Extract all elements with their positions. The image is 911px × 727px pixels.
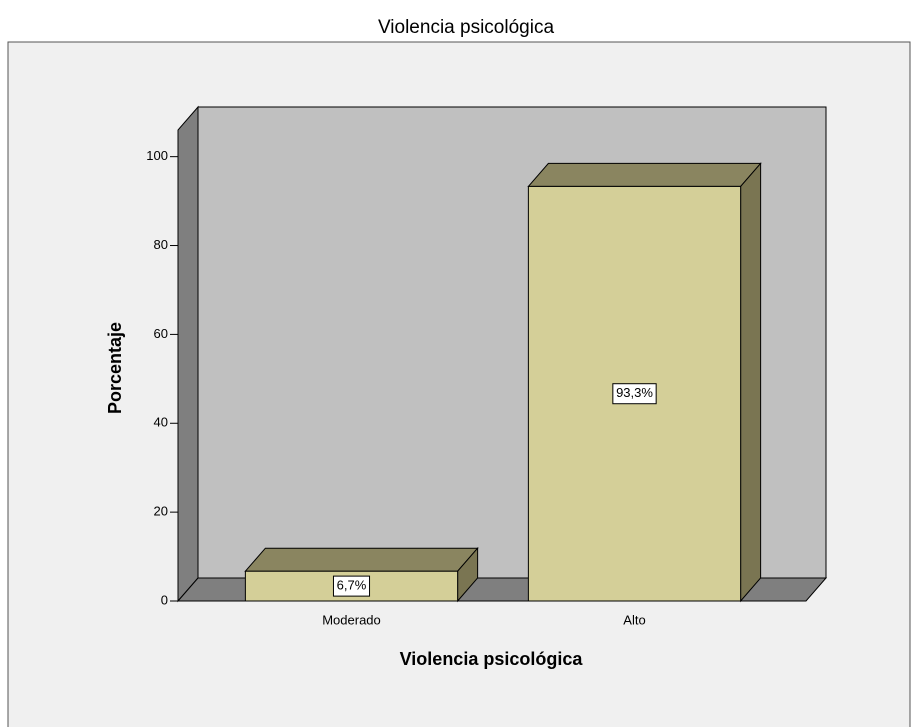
y-tick-label: 0 <box>161 592 168 607</box>
bar-side <box>740 162 762 603</box>
x-tick-label: Alto <box>623 612 645 627</box>
x-axis-title: Violencia psicológica <box>400 649 584 669</box>
y-tick-label: 100 <box>146 148 168 163</box>
y-tick-label: 20 <box>154 504 168 519</box>
y-tick-label: 80 <box>154 237 168 252</box>
y-tick-label: 60 <box>154 326 168 341</box>
x-tick-label: Moderado <box>322 612 381 627</box>
value-label-box <box>612 383 657 405</box>
chart-title: Violencia psicológica <box>378 17 554 38</box>
bar-top <box>244 547 479 572</box>
bar-top <box>527 162 762 187</box>
y-tick-label: 40 <box>154 415 168 430</box>
y-axis-title: Porcentaje <box>105 322 125 414</box>
value-label: 6,7% <box>337 578 367 593</box>
value-label-box <box>332 575 371 597</box>
left-wall <box>177 105 199 603</box>
value-label: 93,3% <box>616 385 653 400</box>
